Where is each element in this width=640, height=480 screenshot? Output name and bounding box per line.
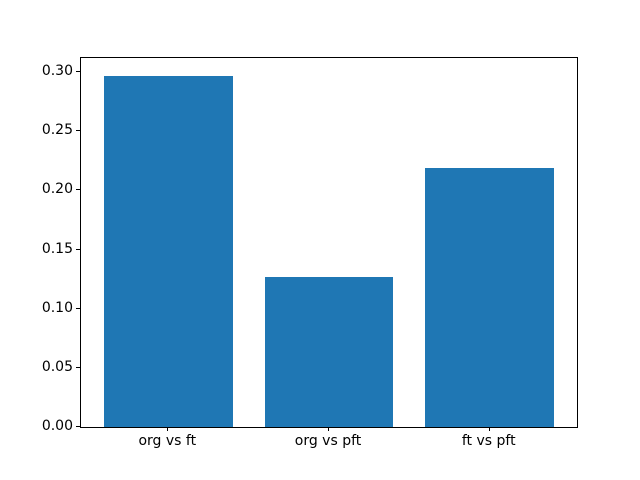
y-tick-label: 0.30 — [41, 63, 73, 80]
y-axis-tick — [76, 130, 80, 132]
y-axis-tick — [76, 71, 80, 73]
x-tick-label: org vs ft — [138, 433, 197, 449]
y-tick-label: 0.05 — [41, 358, 73, 375]
y-tick-label: 0.00 — [41, 418, 73, 434]
bar-org-vs-ft — [103, 75, 233, 427]
x-tick-label: ft vs pft — [461, 433, 516, 449]
y-axis-tick — [76, 307, 80, 309]
y-axis-tick — [76, 248, 80, 250]
y-axis-tick — [76, 189, 80, 191]
y-tick-label: 0.25 — [41, 122, 73, 139]
y-axis-tick — [76, 366, 80, 368]
plot-area — [80, 57, 578, 428]
x-axis-tick — [328, 427, 329, 431]
bar-ft-vs-pft — [425, 168, 554, 427]
x-tick-label: org vs pft — [294, 433, 362, 449]
x-axis-tick — [488, 427, 490, 431]
y-tick-label: 0.10 — [41, 299, 73, 316]
x-axis-tick — [167, 427, 169, 431]
y-axis-tick — [76, 426, 80, 427]
bar-org-vs-pft — [264, 276, 394, 427]
y-tick-label: 0.20 — [41, 181, 73, 198]
y-tick-label: 0.15 — [41, 240, 73, 257]
